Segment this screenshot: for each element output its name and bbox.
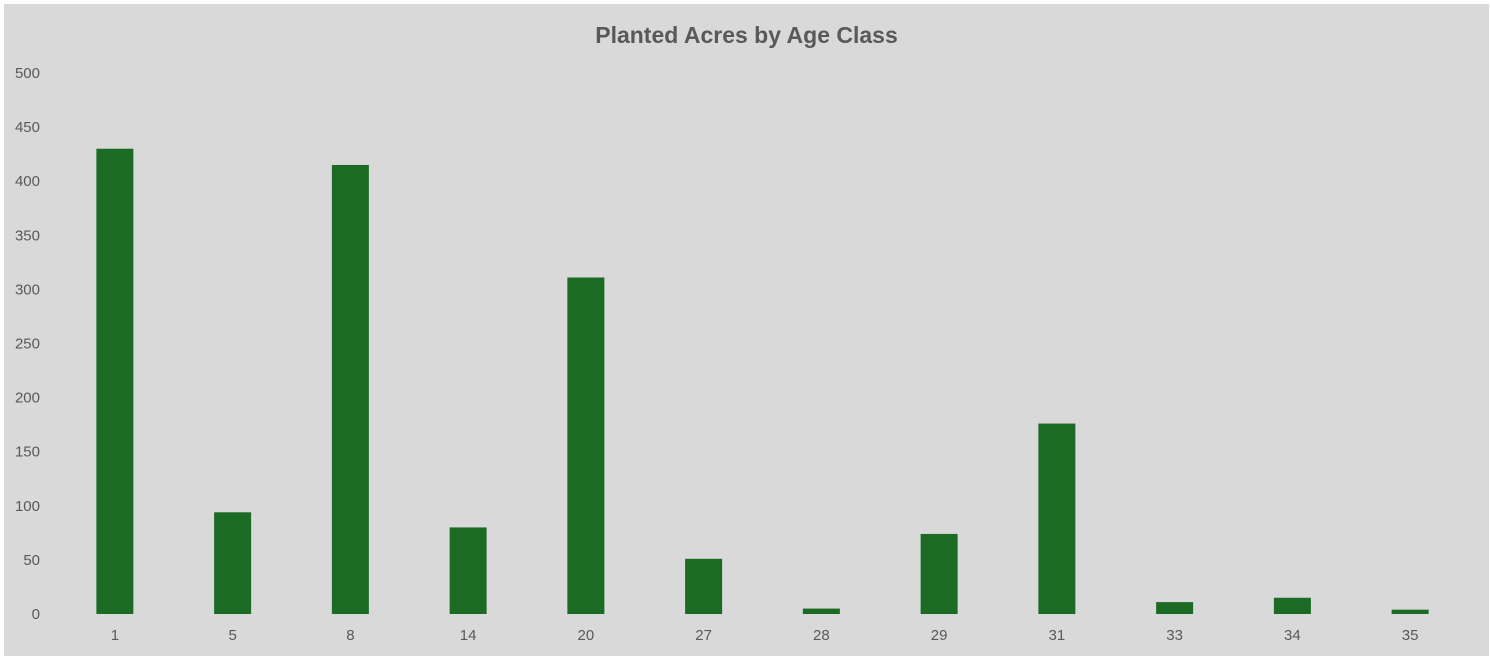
bar xyxy=(1156,602,1194,614)
bars xyxy=(96,148,1429,615)
chart-title: Planted Acres by Age Class xyxy=(595,22,898,48)
y-tick-label: 50 xyxy=(23,552,40,569)
y-tick-label: 150 xyxy=(15,444,40,461)
bar xyxy=(214,512,252,614)
x-tick-label: 8 xyxy=(346,627,354,644)
y-tick-label: 0 xyxy=(32,606,40,623)
bar xyxy=(449,527,487,614)
chart-area: Planted Acres by Age Class 0 50 100 150 200 2… xyxy=(4,4,1489,656)
x-tick-label: 31 xyxy=(1049,627,1066,644)
bar xyxy=(567,277,605,614)
bar xyxy=(96,148,134,615)
y-tick-label: 200 xyxy=(15,390,40,407)
bar xyxy=(920,533,958,614)
x-tick-label: 34 xyxy=(1284,627,1301,644)
bar xyxy=(331,164,369,614)
x-tick-label: 28 xyxy=(813,627,830,644)
y-tick-label: 250 xyxy=(15,336,40,353)
x-tick-label: 27 xyxy=(695,627,712,644)
x-axis: 1 5 8 14 20 27 28 29 31 33 34 35 xyxy=(111,627,1419,644)
x-tick-label: 29 xyxy=(931,627,948,644)
bar xyxy=(802,608,840,614)
bar-chart: 0 50 100 150 200 250 300 350 400 450 500 1 5 8 14 20 27… xyxy=(15,65,1429,644)
bar xyxy=(685,558,723,614)
x-tick-label: 5 xyxy=(228,627,236,644)
y-axis: 0 50 100 150 200 250 300 350 400 450 500 xyxy=(15,65,40,623)
x-tick-label: 20 xyxy=(578,627,595,644)
bar xyxy=(1273,597,1311,614)
bar xyxy=(1038,423,1076,614)
y-tick-label: 500 xyxy=(15,65,40,82)
y-tick-label: 400 xyxy=(15,173,40,190)
y-tick-label: 300 xyxy=(15,281,40,298)
x-tick-label: 1 xyxy=(111,627,119,644)
x-tick-label: 35 xyxy=(1402,627,1419,644)
y-tick-label: 450 xyxy=(15,119,40,136)
y-tick-label: 100 xyxy=(15,498,40,515)
x-tick-label: 33 xyxy=(1166,627,1183,644)
bar xyxy=(1391,609,1429,614)
x-tick-label: 14 xyxy=(460,627,477,644)
y-tick-label: 350 xyxy=(15,227,40,244)
